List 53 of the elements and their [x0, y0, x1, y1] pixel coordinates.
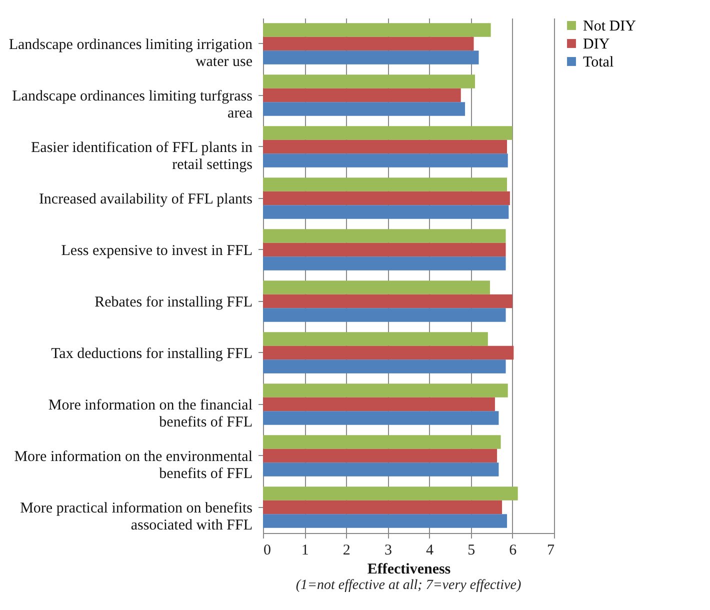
y-tick-label: Landscape ordinances limiting turfgrass area — [12, 88, 253, 122]
x-tick-label: 3 — [384, 542, 392, 558]
bar — [263, 384, 508, 398]
bar — [263, 308, 506, 322]
y-tick-label: Easier identification of FFL plants in retail settings — [31, 140, 253, 173]
bar — [263, 514, 508, 528]
y-tick-label: More information on the financial benefits of FFL — [48, 397, 252, 430]
bar — [263, 448, 498, 463]
bar — [263, 360, 506, 374]
bar — [263, 435, 501, 449]
x-tick-label: 6 — [509, 542, 518, 558]
bar — [263, 88, 461, 102]
bar — [263, 462, 499, 476]
y-tick-label: Tax deductions for installing FFL — [51, 346, 252, 362]
bar — [263, 332, 488, 346]
bar — [263, 500, 502, 514]
x-tick-label: 4 — [426, 542, 434, 558]
bar — [263, 486, 518, 500]
bar — [263, 102, 466, 116]
y-tick-label: Increased availability of FFL plants — [38, 191, 253, 208]
bar — [263, 242, 506, 257]
bar — [263, 154, 508, 168]
bar — [263, 256, 506, 270]
bar — [263, 74, 476, 88]
x-axis-title: Effectiveness — [367, 562, 451, 578]
x-tick-label: 5 — [468, 542, 476, 558]
bar — [263, 50, 479, 64]
bar — [263, 411, 499, 425]
y-tick-label: More information on the environmental benefits of FFL — [14, 448, 252, 482]
x-tick-label: 1 — [301, 542, 309, 558]
legend-label: Total — [583, 54, 614, 70]
y-tick-label: Rebates for installing FFL — [94, 294, 252, 310]
x-tick-label: 0 — [264, 542, 271, 558]
legend-label: Not DIY — [583, 18, 636, 34]
bar — [263, 140, 508, 154]
bar — [263, 191, 510, 206]
text: (1=not effective at all; 7=very effective) — [296, 578, 522, 593]
bar — [263, 23, 491, 37]
bar — [263, 178, 508, 192]
bar — [263, 397, 495, 412]
y-tick-label: Less expensive to invest in FFL — [61, 242, 252, 259]
bar — [263, 280, 490, 294]
bar — [263, 205, 509, 219]
bar — [263, 294, 512, 308]
y-tick-label: More practical information on benefits associated with FFL — [20, 500, 253, 534]
x-tick-label: 7 — [547, 542, 555, 558]
y-tick-label: Landscape ordinances limiting irrigation water use — [8, 36, 253, 70]
legend-label: DIY — [583, 36, 610, 52]
x-tick-label: 2 — [342, 542, 350, 558]
bar — [263, 36, 474, 51]
bar — [263, 229, 506, 243]
bar — [263, 346, 514, 360]
bar — [263, 126, 512, 140]
